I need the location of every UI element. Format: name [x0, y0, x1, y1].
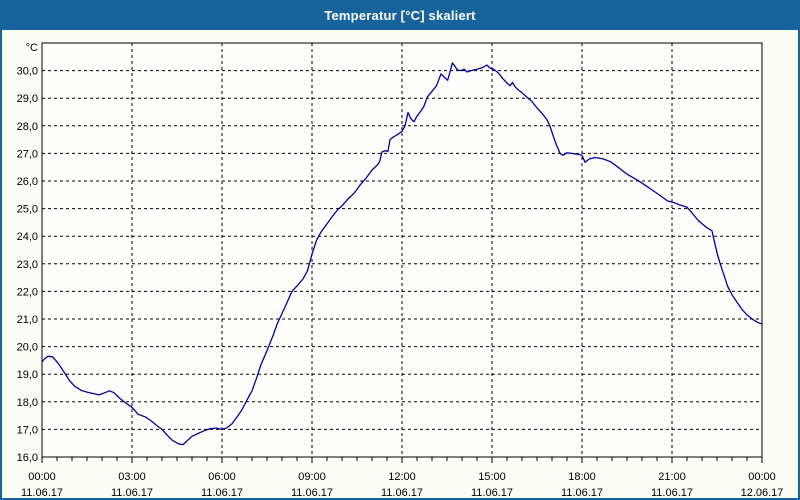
y-tick-label: 21,0: [17, 314, 38, 326]
x-tick-time-label: 15:00: [478, 471, 506, 483]
y-tick-label: 26,0: [17, 176, 38, 188]
temperature-line-chart: 30,0 29,0 28,0 27,0 26,0 25,0 24,0 23,0 22,0 21,0…: [17, 42, 784, 498]
y-tick-label: 19,0: [17, 369, 38, 381]
x-tick-date-label: 11.06.17: [381, 487, 423, 498]
y-tick-label: 30,0: [17, 66, 38, 78]
x-tick-time-label: 00:00: [748, 471, 776, 483]
x-tick-time-label: 03:00: [118, 471, 146, 483]
chart-region: 30,0 29,0 28,0 27,0 26,0 25,0 24,0 23,0 22,0 21,0…: [2, 30, 798, 498]
x-axis-minor-ticks: [41, 457, 763, 463]
x-tick-time-label: 00:00: [28, 471, 56, 483]
x-tick-date-label: 11.06.17: [561, 487, 603, 498]
y-tick-label: 16,0: [17, 452, 38, 464]
x-tick-time-label: 12:00: [388, 471, 416, 483]
y-axis-tick-labels: 30,0 29,0 28,0 27,0 26,0 25,0 24,0 23,0 22,0 21,0…: [17, 66, 38, 464]
x-tick-time-label: 09:00: [298, 471, 326, 483]
y-axis-unit-label: °C: [26, 42, 38, 54]
x-tick-date-label: 11.06.17: [291, 487, 333, 498]
window-title-bar: Temperatur [°C] skaliert: [2, 2, 798, 30]
y-tick-label: 22,0: [17, 286, 38, 298]
temperature-series-line: [41, 62, 763, 446]
x-tick-time-label: 21:00: [658, 471, 686, 483]
window-title: Temperatur [°C] skaliert: [324, 8, 476, 23]
x-tick-date-label: 11.06.17: [201, 487, 243, 498]
x-tick-date-label: 11.06.17: [21, 487, 63, 498]
y-tick-label: 20,0: [17, 342, 38, 354]
x-tick-date-label: 11.06.17: [111, 487, 153, 498]
x-tick-date-label: 11.06.17: [651, 487, 693, 498]
y-tick-label: 18,0: [17, 397, 38, 409]
y-tick-label: 17,0: [17, 424, 38, 436]
y-tick-label: 23,0: [17, 259, 38, 271]
y-tick-label: 28,0: [17, 121, 38, 133]
x-tick-date-label: 11.06.17: [471, 487, 513, 498]
x-tick-time-label: 06:00: [208, 471, 236, 483]
x-axis-tick-labels: 00:00 11.06.17 03:00 11.06.17 06:00 11.06.17 0…: [21, 471, 783, 498]
plot-border: [41, 42, 763, 458]
x-tick-time-label: 18:00: [568, 471, 596, 483]
x-tick-date-label: 12.06.17: [741, 487, 784, 498]
y-tick-label: 25,0: [17, 204, 38, 216]
y-tick-label: 29,0: [17, 93, 38, 105]
y-tick-label: 27,0: [17, 148, 38, 160]
y-tick-label: 24,0: [17, 231, 38, 243]
